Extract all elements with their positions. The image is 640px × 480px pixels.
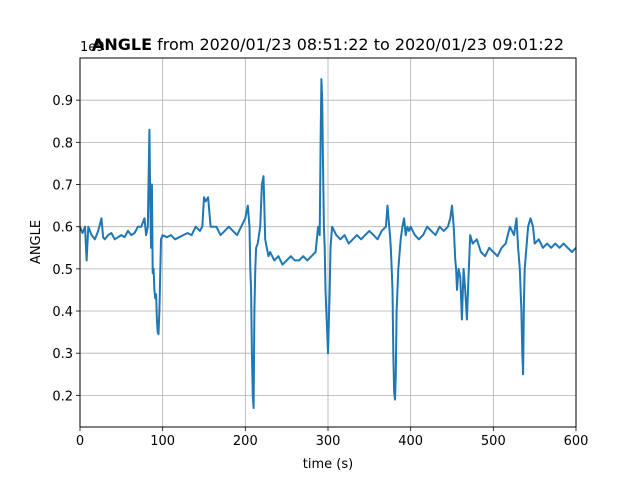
x-tick-label: 300	[316, 434, 341, 449]
y-tick-label: 0.5	[52, 263, 73, 278]
y-axis: 0.2 0.3 0.4 0.5 0.6 0.7 0.8 0.9	[52, 94, 80, 404]
series-line	[79, 78, 577, 409]
y-tick-label: 0.8	[52, 136, 73, 151]
x-axis-label: time (s)	[303, 457, 353, 472]
y-tick-label: 0.4	[52, 305, 73, 320]
chart-title: ANGLE from 2020/01/23 08:51:22 to 2020/0…	[92, 35, 564, 54]
y-tick-label: 0.6	[52, 221, 73, 236]
y-tick-label: 0.7	[52, 179, 73, 194]
x-tick-label: 100	[150, 434, 175, 449]
x-tick-label: 600	[564, 434, 589, 449]
y-tick-label: 0.9	[52, 94, 73, 109]
x-tick-label: 0	[76, 434, 84, 449]
x-axis: 0 100 200 300 400 500 600	[76, 427, 589, 449]
x-tick-label: 500	[481, 434, 506, 449]
y-tick-label: 0.3	[52, 347, 73, 362]
y-offset-label: 1e9	[80, 40, 105, 55]
x-tick-label: 200	[233, 434, 258, 449]
chart-title-rest: from 2020/01/23 08:51:22 to 2020/01/23 0…	[152, 35, 564, 54]
grid	[79, 58, 577, 427]
series-layer	[79, 78, 577, 409]
y-axis-label: ANGLE	[29, 220, 44, 264]
x-tick-label: 400	[398, 434, 423, 449]
chart-title-bold: ANGLE	[92, 35, 152, 54]
y-tick-label: 0.2	[52, 389, 73, 404]
